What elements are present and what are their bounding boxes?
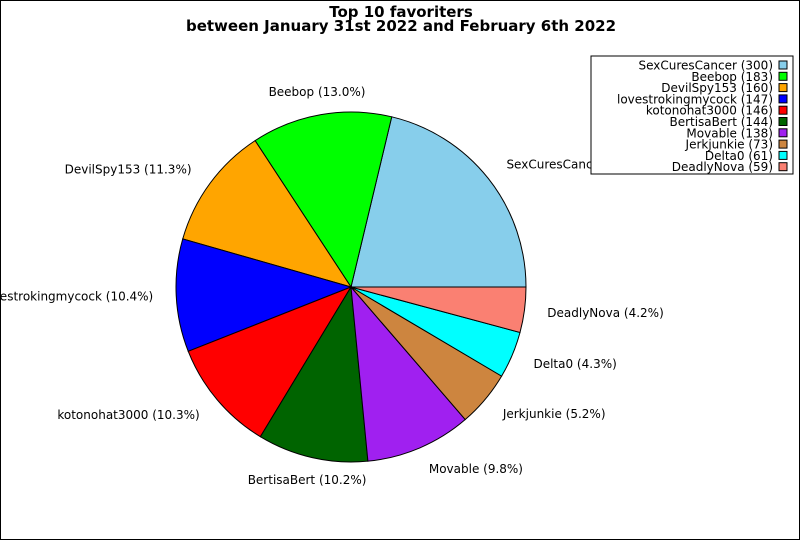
pie-slice-Movable — [350, 285, 466, 462]
legend-swatch — [778, 150, 788, 160]
legend-swatch — [778, 60, 788, 70]
pie-slice-kotonohat3000 — [187, 285, 353, 438]
slice-label: BertisaBert (10.2%) — [248, 473, 367, 487]
legend-swatch — [778, 105, 788, 115]
slice-label: kotonohat3000 (10.3%) — [57, 408, 199, 422]
legend-entry: lovestrokingmycock (147) — [617, 92, 773, 106]
legend-swatch — [778, 94, 788, 104]
slice-label: Movable (9.8%) — [429, 462, 523, 476]
legend-swatch — [778, 71, 788, 81]
legend-box — [590, 55, 794, 175]
legend-swatch — [778, 162, 788, 172]
pie-slice-DeadlyNova — [350, 286, 527, 334]
legend-entry: Beebop (183) — [691, 70, 773, 84]
legend-entry: DeadlyNova (59) — [672, 160, 773, 174]
legend-entry: SexCuresCancer (300) — [638, 59, 773, 73]
pie-slice-DevilSpy153 — [182, 139, 353, 288]
legend-entry: DevilSpy153 (160) — [661, 81, 773, 95]
chart-subtitle: between January 31st 2022 and February 6… — [186, 17, 616, 35]
legend-swatch — [778, 83, 788, 93]
slice-label: lovestrokingmycock (10.4%) — [1, 290, 153, 304]
slice-label: DeadlyNova (4.2%) — [547, 306, 663, 320]
pie-slice-Beebop — [254, 111, 393, 289]
legend: SexCuresCancer (300)Beebop (183)DevilSpy… — [590, 55, 794, 175]
legend-swatch — [778, 117, 788, 126]
legend-entry: kotonohat3000 (146) — [646, 104, 773, 118]
slice-label: Jerkjunkie (5.2%) — [502, 407, 606, 421]
slice-label: Beebop (13.0%) — [269, 85, 366, 99]
legend-swatch — [778, 139, 788, 149]
slice-label: Delta0 (4.3%) — [533, 357, 616, 371]
chart-title: Top 10 favoriters — [329, 3, 473, 21]
pie-slice-lovestrokingmycock — [175, 238, 353, 352]
pie-slice-BertisaBert — [259, 285, 369, 463]
legend-entry: BertisaBert (144) — [669, 115, 773, 129]
legend-entry: Movable (138) — [686, 126, 773, 140]
legend-entry: Jerkjunkie (73) — [685, 138, 773, 152]
slice-label: DevilSpy153 (11.3%) — [65, 163, 192, 177]
pie-slice-SexCuresCancer — [350, 116, 527, 288]
legend-swatch — [778, 128, 788, 138]
legend-entry: Delta0 (61) — [705, 149, 773, 163]
